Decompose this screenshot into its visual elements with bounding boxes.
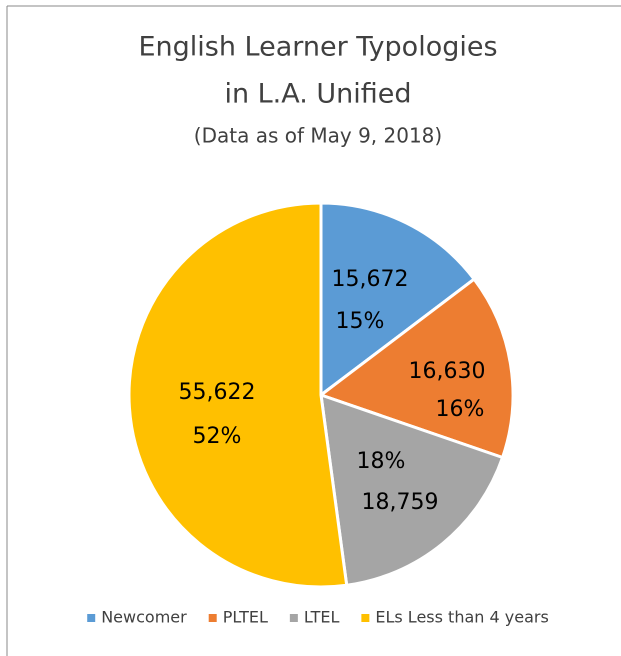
pie-slice (317, 277, 515, 460)
pie-slice (127, 201, 349, 589)
value-label: 18,759 (362, 490, 439, 515)
legend-swatch (361, 614, 370, 622)
percent-label: 16% (436, 397, 485, 422)
value-label: 16,630 (409, 359, 486, 384)
pie-slice (319, 201, 477, 399)
percent-label: 52% (193, 424, 242, 449)
value-label: 15,672 (332, 267, 409, 292)
pie-slice (319, 392, 505, 587)
value-label: 55,622 (179, 380, 256, 405)
chart-title: English Learner Typologies (138, 32, 497, 63)
legend-swatch (87, 614, 96, 622)
percent-label: 18% (357, 449, 406, 474)
legend-label: LTEL (304, 608, 340, 627)
percent-label: 15% (336, 309, 385, 334)
legend-swatch (208, 614, 217, 622)
legend-label: PLTEL (223, 608, 268, 627)
legend-swatch (289, 614, 298, 622)
chart-title: in L.A. Unified (224, 79, 411, 110)
legend-label: Newcomer (101, 608, 187, 627)
chart-subtitle: (Data as of May 9, 2018) (194, 124, 442, 148)
legend-label: ELs Less than 4 years (375, 608, 548, 627)
